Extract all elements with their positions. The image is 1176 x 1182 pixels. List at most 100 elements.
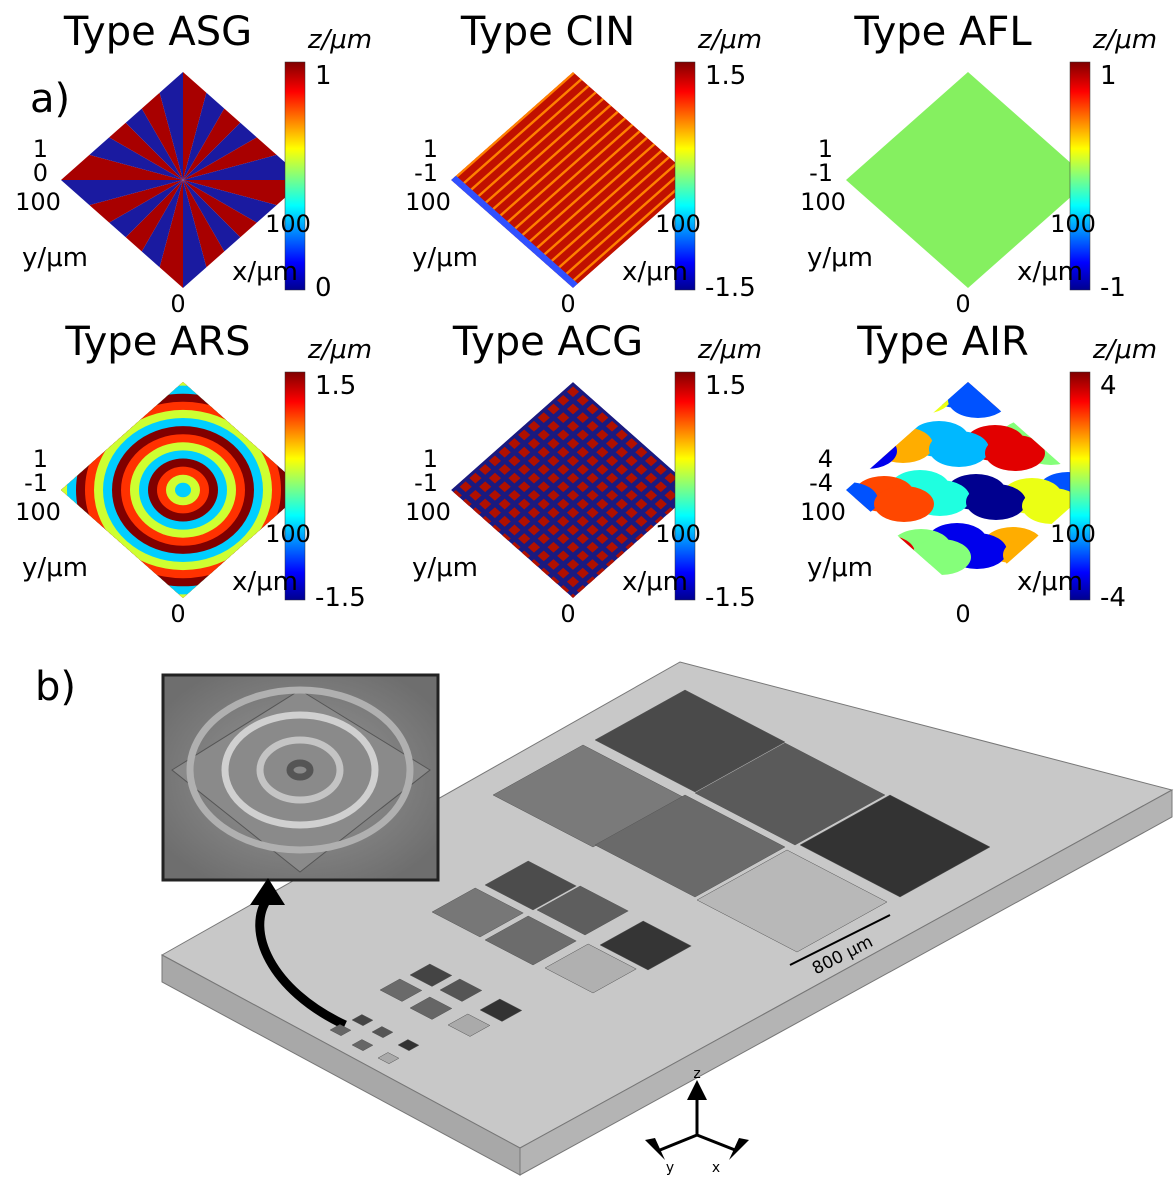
colorbar-min: -1.5 — [315, 583, 366, 613]
edge — [451, 175, 578, 288]
colorbar-min: -1 — [1100, 273, 1126, 303]
sample — [696, 849, 888, 953]
stripe — [568, 175, 692, 286]
blob — [985, 435, 1045, 471]
origin-tick: 0 — [170, 600, 185, 628]
stripe — [502, 117, 627, 227]
colorbar — [674, 61, 696, 291]
sample — [694, 742, 886, 846]
cell — [635, 481, 648, 493]
plot-title: Type ASG — [63, 9, 252, 55]
stripe — [465, 84, 590, 195]
sample — [484, 860, 577, 911]
plot-title: Type ACG — [452, 319, 643, 365]
blob — [911, 539, 971, 575]
stripe — [524, 136, 649, 247]
cell — [576, 567, 589, 579]
cell — [518, 446, 531, 458]
cell — [518, 429, 531, 441]
cell — [615, 481, 628, 493]
origin-tick: 0 — [560, 600, 575, 628]
blob — [948, 382, 1008, 418]
z-tick: 0 — [33, 159, 48, 187]
stripe — [531, 143, 656, 253]
sample — [536, 885, 629, 936]
sample — [594, 689, 786, 793]
colorbar — [284, 61, 306, 291]
surface — [451, 72, 695, 288]
blob — [966, 484, 1026, 520]
x-tick: 100 — [265, 210, 311, 238]
cell — [557, 567, 570, 579]
sample — [447, 1013, 491, 1037]
sample — [377, 1052, 400, 1065]
x-label: x/μm — [622, 567, 688, 597]
axis-arrow — [729, 1138, 749, 1160]
z-tick: 1 — [818, 135, 833, 163]
colorbar-min: -4 — [1100, 583, 1126, 613]
colorbar-max: 1.5 — [705, 61, 746, 91]
cell — [635, 446, 648, 458]
colorbar-min: -1.5 — [705, 583, 756, 613]
cell — [576, 429, 589, 441]
substrate-side — [519, 789, 1173, 1176]
ring — [175, 482, 191, 498]
z-label: z/μm — [697, 335, 762, 365]
sample — [329, 1024, 352, 1037]
cell — [615, 429, 628, 441]
cell — [625, 507, 638, 519]
y-label: y/μm — [807, 243, 873, 273]
y-tick: 100 — [405, 498, 451, 526]
x-tick: 100 — [265, 520, 311, 548]
z-tick: -1 — [414, 469, 438, 497]
panel-b: b) 800 µm z y x — [35, 661, 1174, 1176]
colorbar-min: 0 — [315, 273, 332, 303]
sample — [544, 943, 637, 994]
cell — [596, 533, 609, 545]
blob — [846, 382, 876, 400]
plot-title: Type CIN — [460, 9, 635, 55]
inset-rings — [186, 686, 414, 854]
colorbar-min: -1.5 — [705, 273, 756, 303]
sample — [371, 1026, 394, 1039]
sample — [479, 998, 523, 1022]
z-tick: -4 — [809, 469, 833, 497]
cell — [557, 446, 570, 458]
origin-tick: 0 — [955, 290, 970, 318]
z-label: z/μm — [1092, 25, 1157, 55]
blob — [846, 433, 897, 469]
cell — [557, 533, 570, 545]
x-tick: 100 — [655, 210, 701, 238]
y-label: y/μm — [22, 553, 88, 583]
y-label: y/μm — [807, 553, 873, 583]
y-tick: 100 — [800, 188, 846, 216]
blob — [846, 382, 896, 410]
z-tick: 1 — [33, 445, 48, 473]
y-tick: 100 — [15, 188, 61, 216]
axis-triad — [659, 1095, 736, 1152]
x-tick: 100 — [1050, 520, 1096, 548]
z-tick: 1 — [423, 135, 438, 163]
sample — [439, 978, 483, 1002]
x-label: x/μm — [1017, 567, 1083, 597]
z-tick: 1 — [33, 135, 48, 163]
z-label: z/μm — [697, 25, 762, 55]
colorbar-max: 4 — [1100, 371, 1117, 401]
sample — [409, 996, 453, 1020]
plot-title: Type ARS — [64, 319, 250, 365]
arrow — [255, 895, 347, 1030]
z-tick: -1 — [414, 159, 438, 187]
cell — [566, 438, 580, 449]
cell — [644, 455, 658, 467]
axis-label: z — [693, 1066, 700, 1082]
cell — [625, 490, 638, 501]
sample — [799, 794, 991, 898]
stripe — [509, 123, 634, 234]
sample — [431, 887, 524, 938]
cell — [635, 464, 648, 475]
